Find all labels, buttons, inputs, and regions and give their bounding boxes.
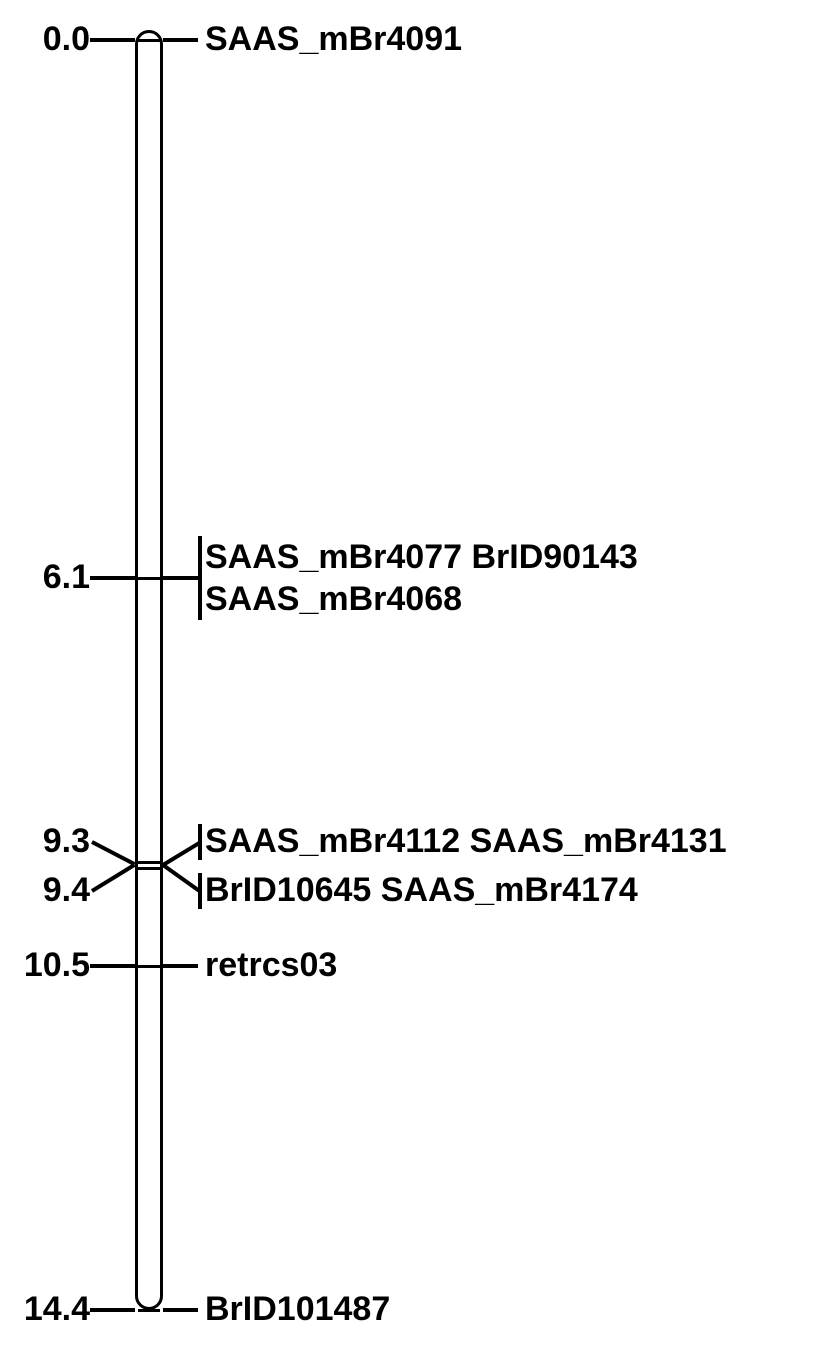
marker-bracket-small (198, 873, 202, 909)
chromosome-tick-line (138, 965, 160, 968)
marker-label: BrID10645 SAAS_mBr4174 (205, 871, 638, 910)
tick-right (162, 863, 201, 893)
chromosome-cross-line (138, 867, 160, 870)
tick-right (163, 38, 198, 42)
linkage-map-container: 0.0 SAAS_mBr4091 6.1 SAAS_mBr4077 BrID90143… (0, 20, 813, 1330)
position-label: 9.4 (0, 871, 90, 910)
marker-label: retrcs03 (205, 946, 337, 985)
marker-label: SAAS_mBr4077 BrID90143 SAAS_mBr4068 (205, 536, 638, 621)
tick-left (91, 863, 136, 893)
marker-label: SAAS_mBr4112 SAAS_mBr4131 (205, 822, 727, 861)
position-label: 9.3 (0, 822, 90, 861)
marker-bracket-small (198, 824, 202, 860)
marker-label: SAAS_mBr4091 (205, 20, 462, 59)
position-label: 6.1 (0, 558, 90, 597)
tick-right (163, 576, 198, 580)
chromosome-tick-line (138, 39, 160, 42)
position-label: 0.0 (0, 20, 90, 59)
tick-right (162, 840, 201, 866)
chromosome-tick-line (138, 1309, 160, 1312)
tick-left (90, 964, 135, 968)
position-label: 10.5 (0, 946, 90, 985)
chromosome-bar (135, 30, 163, 1310)
tick-left (91, 840, 136, 866)
tick-right (163, 964, 198, 968)
tick-right (163, 1308, 198, 1312)
marker-label: BrID101487 (205, 1290, 390, 1329)
marker-bracket (198, 536, 202, 620)
chromosome-tick-line (138, 577, 160, 580)
position-label: 14.4 (0, 1290, 90, 1329)
tick-left (90, 1308, 135, 1312)
tick-left (90, 38, 135, 42)
chromosome-cross-line (138, 861, 160, 864)
tick-left (90, 576, 135, 580)
